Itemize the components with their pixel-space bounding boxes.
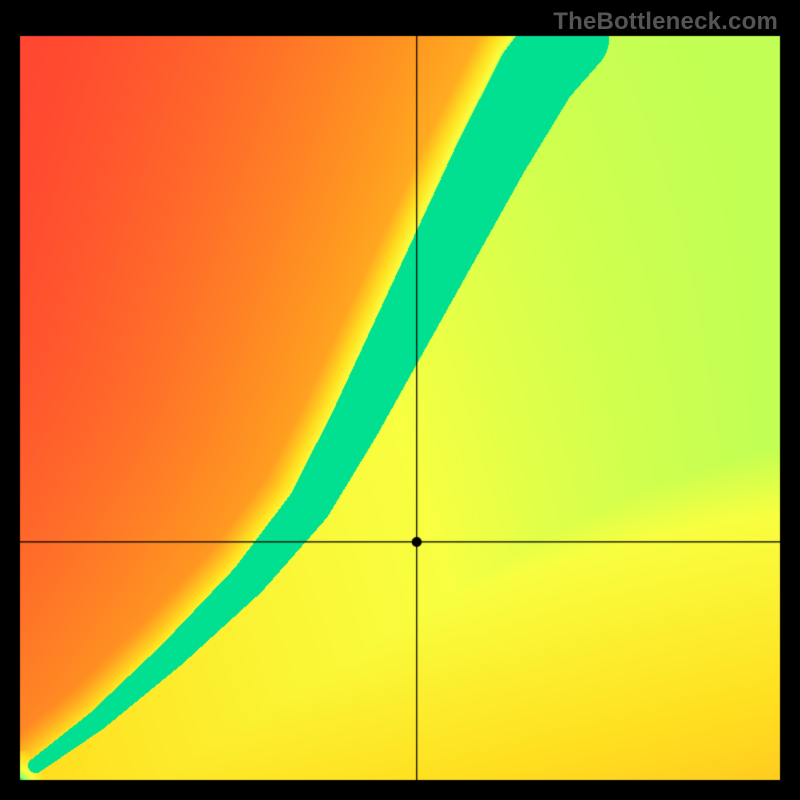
watermark-text: TheBottleneck.com xyxy=(553,8,778,36)
bottleneck-heatmap xyxy=(0,0,800,800)
chart-container: TheBottleneck.com xyxy=(0,0,800,800)
